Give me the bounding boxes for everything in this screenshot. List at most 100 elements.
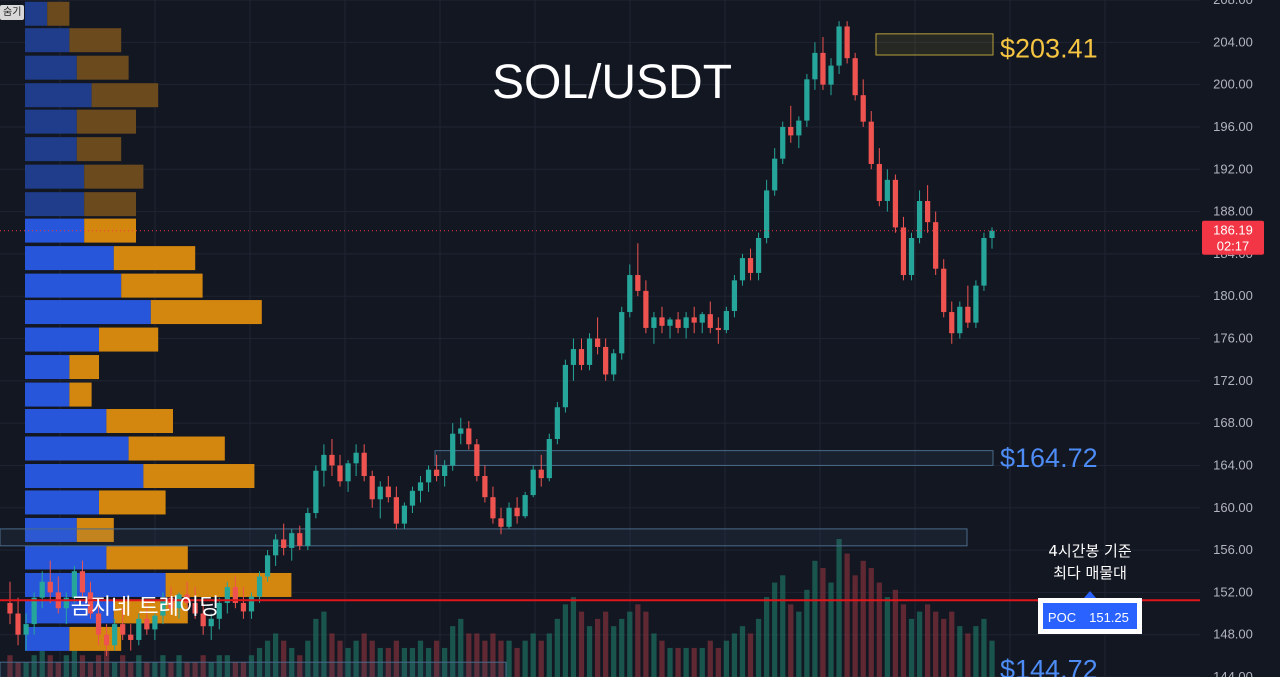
volume-bar (916, 611, 923, 677)
volume-bar (611, 626, 617, 677)
candle-body (273, 539, 279, 556)
volume-bar (965, 633, 971, 677)
profile-buy-bar (25, 192, 85, 217)
candle-body (103, 634, 110, 646)
profile-buy-bar (25, 300, 151, 325)
candle-body (594, 338, 601, 347)
volume-bar (933, 611, 939, 677)
volume-bar (546, 633, 552, 677)
price-level-label: $203.41 (1000, 34, 1098, 64)
candle-body (973, 285, 979, 323)
profile-sell-bar (99, 327, 159, 352)
axis-background (1200, 0, 1280, 677)
candle-body (715, 327, 721, 331)
volume-bar (120, 655, 126, 677)
axis-tick-label: 208.00 (1213, 0, 1253, 7)
price-zone (0, 661, 507, 677)
volume-bar (820, 568, 826, 677)
volume-bar (329, 633, 335, 677)
volume-bar (23, 662, 29, 677)
volume-bar (643, 611, 649, 677)
volume-bar (297, 655, 303, 677)
volume-bar (788, 604, 794, 677)
profile-sell-bar (69, 355, 99, 380)
candle-body (506, 507, 512, 527)
candle-body (168, 597, 174, 609)
volume-bar (812, 560, 818, 677)
candle-body (458, 428, 464, 434)
volume-bar (128, 662, 134, 677)
candle-body (514, 507, 520, 517)
last-price-value: 186.19 (1213, 223, 1253, 238)
candle-body (120, 624, 126, 635)
candle-body (667, 319, 673, 326)
candle-body (192, 602, 198, 614)
candle-body (941, 268, 947, 313)
candle-body (836, 26, 842, 66)
profile-sell-bar (76, 517, 114, 542)
volume-bar (755, 618, 762, 677)
profile-buy-bar (25, 246, 114, 271)
candle-body (844, 26, 850, 59)
volume-bar (868, 568, 874, 677)
volume-bar (305, 640, 311, 677)
volume-bar (87, 662, 94, 677)
volume-bar (433, 640, 440, 677)
candle-body (23, 624, 29, 635)
volume-bar (844, 553, 850, 677)
profile-buy-bar (25, 55, 77, 80)
candle-body (152, 615, 158, 630)
candle-body (852, 58, 858, 96)
volume-bar (828, 582, 834, 677)
volume-bar (466, 633, 472, 677)
hide-button[interactable]: 숨기 (0, 5, 25, 20)
profile-buy-bar (25, 409, 107, 434)
candle-body (433, 469, 440, 477)
volume-bar (860, 560, 866, 677)
price-axis[interactable]: 208.00204.00200.00196.00192.00188.00184.… (1200, 0, 1280, 677)
candle-body (586, 338, 593, 365)
candle-body (15, 613, 21, 635)
candle-body (739, 258, 746, 281)
axis-tick-label: 188.00 (1213, 204, 1253, 219)
candle-body (393, 497, 399, 524)
volume-bar (973, 626, 979, 677)
volume-bar (586, 626, 593, 677)
candle-body (957, 306, 963, 334)
volume-bar (112, 662, 118, 677)
volume-bar (482, 640, 488, 677)
volume-bar (7, 655, 13, 677)
profile-sell-bar (76, 109, 136, 134)
volume-bar (675, 647, 681, 677)
candle-body (924, 200, 931, 223)
volume-bar (780, 575, 786, 677)
profile-buy-bar (25, 517, 77, 542)
volume-bar (281, 640, 287, 677)
volume-bar (941, 618, 947, 677)
candle-body (216, 602, 222, 619)
candle-body (554, 407, 560, 439)
volume-bar (635, 604, 641, 677)
profile-sell-bar (69, 382, 92, 407)
volume-bar (353, 640, 359, 677)
profile-sell-bar (91, 83, 159, 108)
candle-body (635, 275, 641, 291)
candle-body (385, 486, 391, 498)
volume-bar (176, 655, 182, 677)
volume-bar (538, 640, 544, 677)
candle-body (160, 597, 166, 616)
candle-body (409, 490, 416, 506)
candle-body (401, 505, 408, 524)
volume-bar (506, 640, 512, 677)
volume-bar (892, 589, 899, 677)
profile-buy-bar (25, 626, 70, 651)
volume-bar (683, 647, 689, 677)
candle-body (474, 444, 480, 477)
volume-bar (522, 640, 528, 677)
candle-body (747, 258, 754, 273)
candle-body (136, 618, 142, 640)
candle-body (812, 52, 818, 80)
volume-bar (651, 633, 657, 677)
candle-body (796, 120, 802, 136)
